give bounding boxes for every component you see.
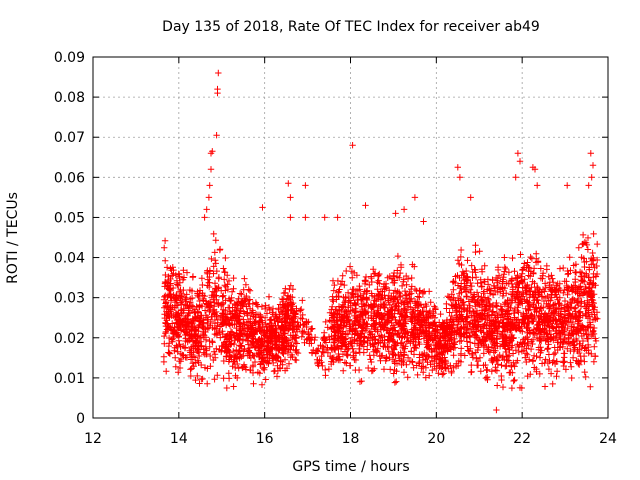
y-tick-label: 0.02 [54,331,85,347]
y-tick-label: 0.05 [54,210,85,226]
x-tick-label: 12 [84,431,102,447]
y-tick-label: 0.08 [54,90,85,106]
roti-point-cloud [160,69,601,414]
y-axis-label: ROTI / TECUs [5,192,21,284]
x-tick-label: 14 [170,431,188,447]
y-tick-label: 0.03 [54,291,85,307]
y-tick-label: 0.06 [54,170,85,186]
chart-title: Day 135 of 2018, Rate Of TEC Index for r… [162,19,540,35]
y-tick-label: 0 [76,411,85,427]
x-tick-label: 16 [256,431,274,447]
y-axis-ticks: 0 0.01 0.02 0.03 0.04 0.05 0.06 0.07 0.08 0.09 [54,50,608,427]
y-tick-label: 0.04 [54,251,85,267]
x-tick-label: 20 [427,431,445,447]
x-tick-label: 24 [599,431,617,447]
y-tick-label: 0.09 [54,50,85,66]
x-axis-label: GPS time / hours [292,459,409,475]
x-tick-label: 18 [342,431,360,447]
y-tick-label: 0.01 [54,371,85,387]
x-axis-ticks: 12 14 16 18 20 22 24 [84,57,617,447]
y-tick-label: 0.07 [54,130,85,146]
x-tick-label: 22 [513,431,531,447]
data-points [160,69,601,414]
